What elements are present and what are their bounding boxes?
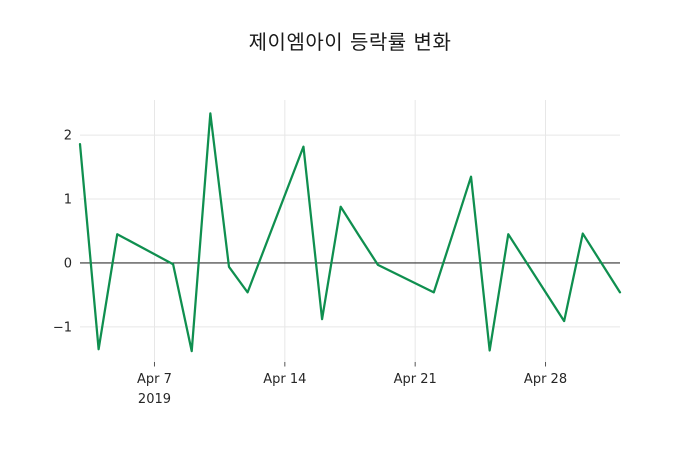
x-tick-label: Apr 21 — [394, 372, 437, 387]
x-tick-label: Apr 7 — [137, 372, 172, 387]
chart-title: 제이엠아이 등락률 변화 — [248, 30, 452, 54]
x-tick-label: Apr 28 — [524, 372, 567, 387]
y-tick-label: −1 — [53, 320, 72, 335]
y-tick-label: 2 — [64, 129, 72, 144]
series-line — [78, 112, 622, 353]
y-tick-label: 1 — [64, 193, 72, 208]
y-tick-label: 0 — [64, 256, 72, 271]
x-tick-label: Apr 14 — [263, 372, 306, 387]
x-tick-year-label: 2019 — [138, 392, 171, 407]
